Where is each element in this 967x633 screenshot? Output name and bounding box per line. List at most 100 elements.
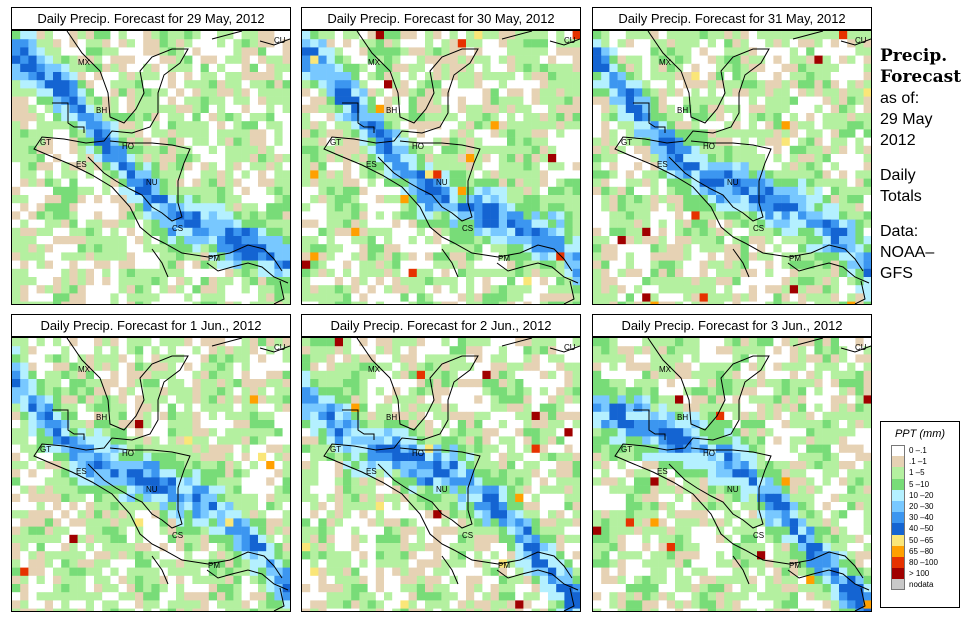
country-label: HO: [412, 142, 424, 151]
country-label: PM: [208, 254, 220, 263]
country-label: CS: [753, 531, 764, 540]
coastline: [441, 555, 459, 585]
coastline: [259, 38, 290, 46]
forecast-panel-31-may: Daily Precip. Forecast for 31 May, 2012 …: [592, 7, 872, 305]
country-label: CS: [172, 224, 183, 233]
country-label: MX: [659, 58, 672, 67]
legend-swatch: [891, 512, 905, 524]
country-label: HO: [703, 142, 715, 151]
country-label: GT: [330, 445, 341, 454]
panel-title: Daily Precip. Forecast for 3 Jun., 2012: [592, 314, 872, 337]
country-label: MX: [78, 58, 91, 67]
legend-swatch: [891, 556, 905, 569]
precip-grid: MX BH GT HO ES NU CS PM CU: [593, 31, 871, 304]
country-label: BH: [96, 106, 107, 115]
precip-grid: MX BH GT HO ES NU CS PM CU: [12, 31, 290, 304]
country-label: CS: [172, 531, 183, 540]
country-label: ES: [657, 160, 668, 169]
country-label: NU: [727, 178, 739, 187]
precip-legend: PPT (mm) 0 –.1.1 –1 1 –5 5 –10 10 –20 20 –30…: [880, 421, 960, 608]
coastline: [840, 345, 871, 353]
legend-swatch: [891, 579, 905, 591]
country-label: HO: [122, 449, 134, 458]
coastline: [52, 409, 85, 440]
legend-label: 65 –80: [909, 546, 934, 556]
coastline: [496, 262, 579, 284]
daily-label: Daily: [880, 167, 916, 184]
country-label: BH: [96, 413, 107, 422]
legend-label: 80 –100: [909, 557, 938, 567]
country-label: GT: [40, 445, 51, 454]
country-label: HO: [412, 449, 424, 458]
legend-item: 1 –5: [881, 467, 959, 479]
country-label: GT: [621, 445, 632, 454]
legend-swatch: [891, 478, 905, 490]
legend-swatch: [891, 568, 905, 580]
legend-swatch: [891, 523, 905, 535]
country-label: ES: [366, 160, 377, 169]
legend-item: 65 –80: [881, 545, 959, 557]
legend-swatch: [891, 545, 905, 557]
precip-map: MX BH GT HO ES NU CS PM CU: [301, 337, 581, 612]
data-label: Data:: [880, 223, 919, 240]
country-label: NU: [436, 485, 448, 494]
coastline: [668, 447, 772, 529]
coastline: [151, 555, 169, 585]
coastline: [501, 338, 533, 347]
precip-map: MX BH GT HO ES NU CS PM CU: [11, 30, 291, 305]
precip-map: MX BH GT HO ES NU CS PM CU: [11, 337, 291, 612]
coastline: [206, 569, 289, 591]
country-label: MX: [78, 365, 91, 374]
coastline: [211, 31, 243, 40]
country-label: ES: [76, 160, 87, 169]
country-label: PM: [498, 254, 510, 263]
data-source-2: GFS: [880, 265, 913, 282]
coastline: [496, 569, 579, 591]
panel-title: Daily Precip. Forecast for 29 May, 2012: [11, 7, 291, 30]
legend-label: 50 –65: [909, 535, 934, 545]
legend-label: 30 –40: [909, 513, 934, 523]
precip-map: MX BH GT HO ES NU CS PM CU: [592, 337, 872, 612]
country-label: ES: [657, 467, 668, 476]
legend-item: 10 –20: [881, 489, 959, 501]
legend-item: 80 –100: [881, 556, 959, 569]
coastline: [501, 31, 533, 40]
country-label: GT: [621, 138, 632, 147]
forecast-panel-3-jun: Daily Precip. Forecast for 3 Jun., 2012 …: [592, 314, 872, 612]
coastline: [549, 38, 580, 46]
legend-item: nodata: [881, 579, 959, 591]
legend-swatch: [891, 445, 905, 457]
forecast-panel-29-may: Daily Precip. Forecast for 29 May, 2012 …: [11, 7, 291, 305]
forecast-panel-1-jun: Daily Precip. Forecast for 1 Jun., 2012 …: [11, 314, 291, 612]
coastline: [840, 38, 871, 46]
country-label: BH: [386, 413, 397, 422]
country-label: BH: [677, 413, 688, 422]
coastline: [614, 31, 864, 272]
coastline: [854, 280, 866, 304]
precip-map: MX BH GT HO ES NU CS PM CU: [301, 30, 581, 305]
legend-label: 1 –5: [909, 468, 925, 478]
coastline: [787, 569, 870, 591]
country-label: HO: [122, 142, 134, 151]
country-label: NU: [146, 178, 158, 187]
coastline: [668, 140, 772, 222]
legend-swatch: [891, 489, 905, 501]
legend-label: 40 –50: [909, 524, 934, 534]
country-label: PM: [789, 561, 801, 570]
legend-item: 5 –10: [881, 478, 959, 490]
legend-title: PPT (mm): [894, 428, 946, 440]
country-label: MX: [659, 365, 672, 374]
country-label: GT: [40, 138, 51, 147]
panel-title: Daily Precip. Forecast for 31 May, 2012: [592, 7, 872, 30]
coastline: [323, 338, 573, 579]
legend-label: .1 –1: [909, 457, 927, 467]
coastline: [342, 409, 375, 440]
coastline: [792, 31, 824, 40]
coastline: [33, 338, 283, 579]
country-label: PM: [208, 561, 220, 570]
legend-label: nodata: [909, 580, 934, 590]
country-label: NU: [146, 485, 158, 494]
coastline: [151, 248, 169, 278]
coastline: [211, 338, 243, 347]
country-label: CS: [462, 531, 473, 540]
